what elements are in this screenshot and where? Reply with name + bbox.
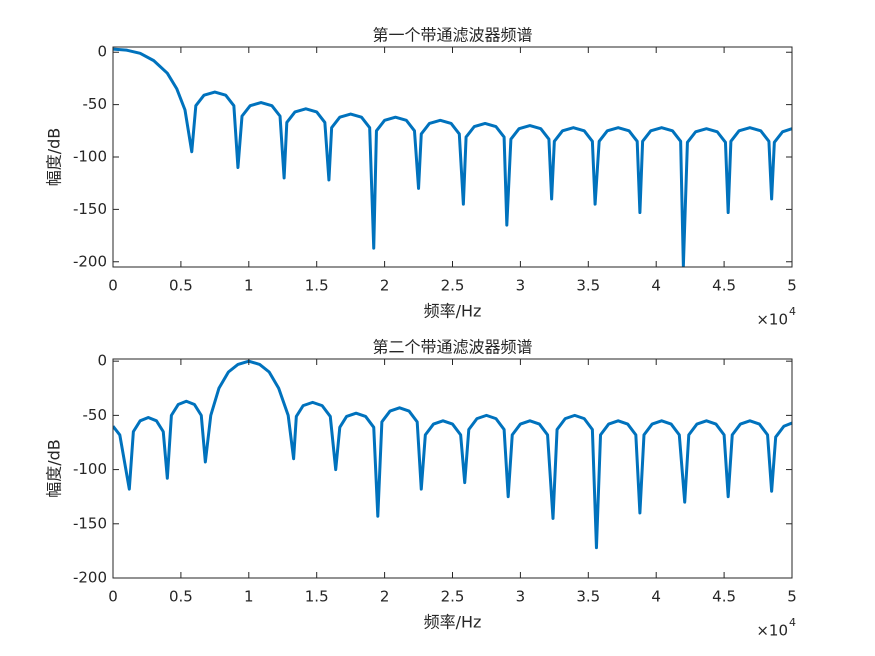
y-tick-label: 0 bbox=[97, 352, 107, 370]
chart-title: 第一个带通滤波器频谱 bbox=[372, 26, 532, 45]
x-multiplier: ×10 bbox=[756, 622, 788, 640]
x-tick-label: 5 bbox=[787, 277, 797, 295]
x-multiplier: ×10 bbox=[756, 311, 788, 329]
plot-area bbox=[113, 47, 792, 267]
y-tick-label: -150 bbox=[73, 514, 107, 532]
x-tick-label: 1.5 bbox=[305, 277, 329, 295]
x-tick-label: 4.5 bbox=[712, 588, 736, 606]
axes-box bbox=[112, 46, 793, 268]
x-tick-label: 3 bbox=[516, 588, 526, 606]
x-tick-label: 0.5 bbox=[169, 588, 193, 606]
x-tick-label: 1 bbox=[244, 588, 254, 606]
x-tick-label: 0 bbox=[108, 277, 118, 295]
axes-box bbox=[112, 358, 793, 579]
x-tick-label: 1 bbox=[244, 277, 254, 295]
y-tick-label: -150 bbox=[73, 200, 107, 218]
x-tick-label: 2 bbox=[380, 588, 390, 606]
y-tick-label: -200 bbox=[73, 252, 107, 270]
y-axis-label: 幅度/dB bbox=[45, 128, 64, 187]
y-tick-label: 0 bbox=[97, 43, 107, 61]
y-tick-label: -100 bbox=[73, 460, 107, 478]
x-tick-label: 2.5 bbox=[441, 277, 465, 295]
x-tick-label: 3.5 bbox=[576, 588, 600, 606]
y-tick-label: -200 bbox=[73, 569, 107, 587]
spectrum-line bbox=[113, 47, 792, 267]
x-axis-label: 频率/Hz bbox=[424, 302, 482, 321]
y-tick-label: -50 bbox=[83, 406, 108, 424]
x-tick-label: 4.5 bbox=[712, 277, 736, 295]
plot-area bbox=[113, 359, 792, 550]
x-tick-label: 0 bbox=[108, 588, 118, 606]
y-tick-label: -100 bbox=[73, 148, 107, 166]
x-tick-label: 3.5 bbox=[576, 277, 600, 295]
x-tick-label: 0.5 bbox=[169, 277, 193, 295]
x-tick-label: 5 bbox=[787, 588, 797, 606]
x-tick-label: 2 bbox=[380, 277, 390, 295]
y-axis-label: 幅度/dB bbox=[45, 439, 64, 498]
x-tick-label: 3 bbox=[516, 277, 526, 295]
x-tick-label: 4 bbox=[651, 277, 661, 295]
x-tick-label: 2.5 bbox=[441, 588, 465, 606]
spectrum-line bbox=[113, 359, 792, 550]
axes: 0 0.5 1 1.5 2 2.5 3 3.5 4 4.5 5 -200 -150 -100 -50 0 第二个… bbox=[45, 338, 797, 640]
x-tick-label: 1.5 bbox=[305, 588, 329, 606]
x-multiplier-exponent: 4 bbox=[789, 616, 796, 629]
x-axis-label: 频率/Hz bbox=[424, 613, 482, 632]
x-tick-label: 4 bbox=[651, 588, 661, 606]
y-tick-label: -50 bbox=[83, 95, 108, 113]
x-multiplier-exponent: 4 bbox=[789, 305, 796, 318]
chart-title: 第二个带通滤波器频谱 bbox=[372, 338, 532, 357]
axes: 0 0.5 1 1.5 2 2.5 3 3.5 4 4.5 5 -200 -150 -100 -50 0 第一个… bbox=[45, 26, 797, 329]
